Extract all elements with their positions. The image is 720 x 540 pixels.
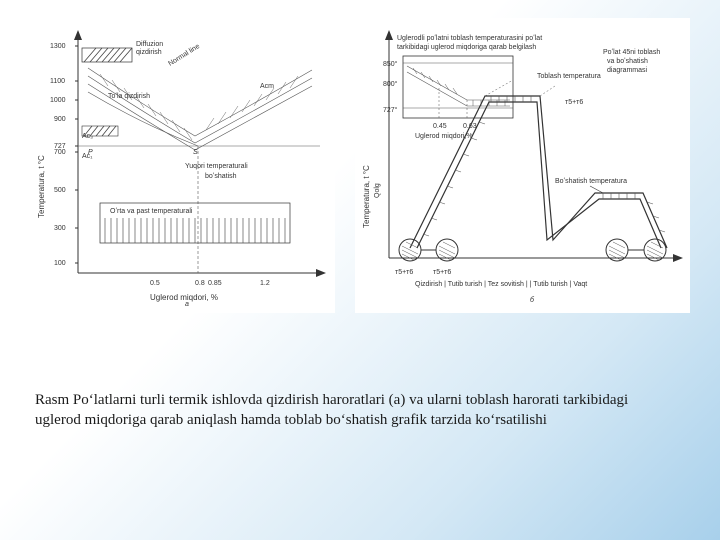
y-tick-900: 900	[54, 116, 66, 123]
label-t5t6-l: т5+т6	[395, 269, 413, 276]
diagram-a: 100 300 500 700 727 900 1000 1100 1300 0	[30, 18, 335, 313]
region-lowtemp-l1: Yuqori temperaturali	[185, 163, 248, 170]
inset-title-l2: tarkibidagi uglerod miqdoriga qarab belg…	[397, 44, 536, 51]
inset-y-800: 800°	[383, 80, 398, 88]
y-sublabel-b: Qolg	[374, 183, 381, 198]
x-tick-05: 0.5	[150, 280, 160, 287]
y-tick-1000: 1000	[50, 97, 66, 104]
svg-text:diagrammasi: diagrammasi	[607, 67, 648, 74]
region-diffusion-label: Diffuzion	[136, 41, 163, 48]
x-tick-12: 1.2	[260, 280, 270, 287]
x-tick-085: 0.85	[208, 280, 222, 287]
y-tick-300: 300	[54, 225, 66, 232]
diagram-a-svg: 100 300 500 700 727 900 1000 1100 1300 0	[30, 18, 335, 308]
x-tick-08: 0.8	[195, 280, 205, 287]
y-axis-label-b: Temperatura, t °C	[362, 165, 371, 228]
y-axis-label-a: Temperatura, t °C	[37, 155, 46, 218]
figure-caption: Rasm Poʻlatlarni turli termik ishlovda q…	[35, 390, 660, 431]
region-anneal-l1: Oʻrta va past temperaturali	[110, 207, 193, 215]
diagram-row: 100 300 500 700 727 900 1000 1100 1300 0	[0, 0, 720, 313]
y-tick-727: 727	[54, 143, 66, 150]
inset-y-850: 850°	[383, 60, 398, 68]
svg-text:qizdirish: qizdirish	[136, 49, 162, 56]
region-full-label: Toʻla qizdirish	[108, 92, 150, 100]
label-t5t6-a: т5+т6	[565, 99, 583, 106]
y-tick-1100: 1100	[50, 78, 65, 85]
acm-label: Acm	[260, 83, 274, 90]
x-phase-labels: Qizdirish | Tutib turish | Tez sovitish …	[415, 281, 587, 288]
label-boshatish: Boʻshatish temperatura	[555, 177, 627, 185]
inset-title-l1: Uglerodli poʻlatni toblash temperaturasi…	[397, 34, 542, 42]
label-diagram45-l1: Poʻlat 45ni toblash	[603, 48, 660, 56]
label-t5t6-r: т5+т6	[433, 269, 451, 276]
mark-p: P	[88, 149, 93, 156]
y-tick-500: 500	[54, 187, 66, 194]
diagram-b: Temperatura, t °C Qolg Uglerodli poʻlatn…	[355, 18, 690, 313]
y-tick-1300: 1300	[50, 43, 66, 50]
svg-text:boʻshatish: boʻshatish	[205, 172, 237, 180]
diagram-a-marker: a	[185, 301, 189, 308]
y-tick-100: 100	[54, 260, 66, 267]
mark-s: S	[193, 149, 198, 156]
inset-x-045: 0.45	[433, 123, 447, 130]
inset-y-727: 727°	[383, 106, 398, 114]
diagram-b-svg: Temperatura, t °C Qolg Uglerodli poʻlatn…	[355, 18, 690, 308]
y-tick-700: 700	[54, 149, 66, 156]
label-toblash-temp: Toblash temperatura	[537, 73, 601, 80]
svg-text:va boʻshatish: va boʻshatish	[607, 57, 648, 65]
